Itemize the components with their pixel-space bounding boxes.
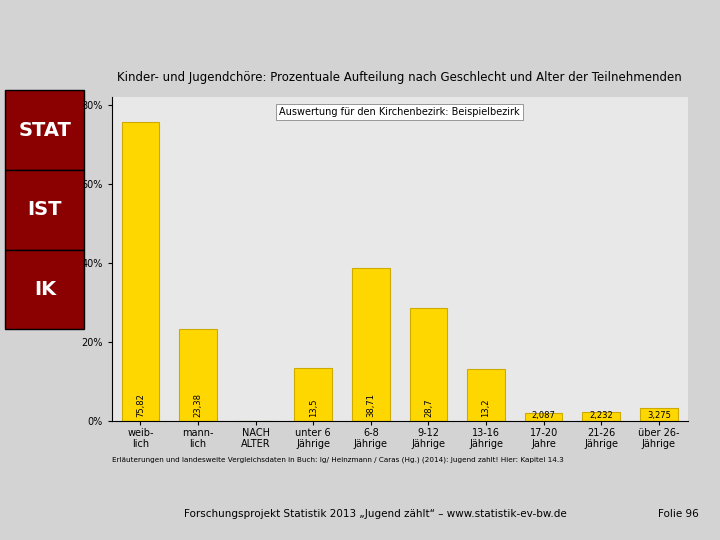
Text: 2,232: 2,232 xyxy=(590,411,613,420)
Bar xyxy=(179,329,217,421)
Text: 38,71: 38,71 xyxy=(366,393,375,417)
Text: STAT: STAT xyxy=(19,120,71,139)
Text: IK: IK xyxy=(34,280,56,299)
FancyBboxPatch shape xyxy=(5,90,84,170)
Bar xyxy=(582,413,620,421)
Text: IST: IST xyxy=(27,200,62,219)
Text: 2,087: 2,087 xyxy=(531,411,556,420)
Text: Forschungsprojekt Statistik 2013 „Jugend zählt“ – www.statistik-ev-bw.de: Forschungsprojekt Statistik 2013 „Jugend… xyxy=(184,509,567,519)
Text: Kinder- und Jugendchöre: Prozentuale Aufteilung nach Geschlecht und Alter der Te: Kinder- und Jugendchöre: Prozentuale Auf… xyxy=(117,71,682,84)
Bar xyxy=(467,369,505,421)
Bar xyxy=(640,408,678,421)
Text: Folie 96: Folie 96 xyxy=(657,509,698,519)
Text: 13,2: 13,2 xyxy=(482,399,490,417)
Bar xyxy=(352,268,390,421)
Text: 23,38: 23,38 xyxy=(194,393,202,417)
Text: 3,275: 3,275 xyxy=(647,411,671,420)
Text: 75,82: 75,82 xyxy=(136,393,145,417)
Text: 28,7: 28,7 xyxy=(424,399,433,417)
Bar xyxy=(410,308,447,421)
Text: 13,5: 13,5 xyxy=(309,399,318,417)
FancyBboxPatch shape xyxy=(5,170,84,249)
Bar xyxy=(525,413,562,421)
Bar xyxy=(122,122,159,421)
Text: Auswertung für den Kirchenbezirk: Beispielbezirk: Auswertung für den Kirchenbezirk: Beispi… xyxy=(279,107,520,117)
Bar xyxy=(294,368,332,421)
Y-axis label: Anteil in Prozent: Anteil in Prozent xyxy=(66,213,76,305)
Text: Erläuterungen und landesweite Vergleichsdaten in Buch: Ig/ Heinzmann / Caras (Hg: Erläuterungen und landesweite Vergleichs… xyxy=(112,456,563,463)
FancyBboxPatch shape xyxy=(5,249,84,329)
